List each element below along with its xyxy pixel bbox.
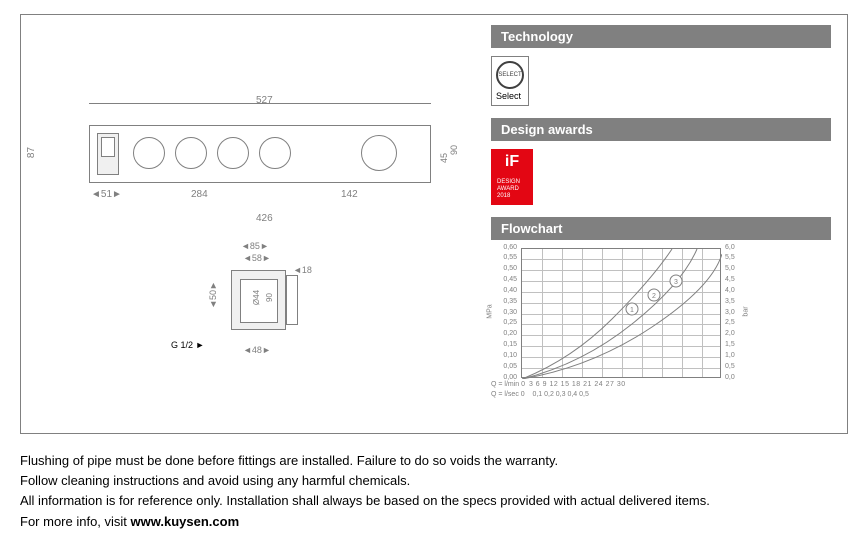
dim-plate-90: 90	[449, 145, 459, 155]
dim-85: ◄85►	[241, 241, 269, 251]
dim-51: ◄51►	[91, 189, 122, 200]
diverter-switch	[97, 133, 119, 175]
dim-width: 527	[256, 95, 273, 106]
footer-url: www.kuysen.com	[131, 514, 240, 529]
if-award-badge: iF DESIGN AWARD 2018	[491, 149, 533, 205]
dim-18: ◄18	[293, 265, 312, 275]
flow-curves: 1 2 3	[522, 249, 722, 379]
svg-text:2: 2	[652, 293, 656, 300]
footer-notes: Flushing of pipe must be done before fit…	[20, 452, 848, 533]
dim-plate-45: 45	[439, 153, 449, 163]
dim-284: 284	[191, 189, 208, 200]
chart-area: 1 2 3	[521, 248, 721, 378]
if-award-text: DESIGN AWARD 2018	[491, 175, 533, 205]
dim-s90: 90	[265, 293, 274, 302]
side-knob	[286, 275, 298, 325]
knob-2	[175, 137, 207, 169]
front-view: 527 87 45 90 ◄51► 284 142 426	[41, 105, 441, 225]
knob-1	[133, 137, 165, 169]
knob-4	[259, 137, 291, 169]
header-technology: Technology	[491, 25, 831, 48]
dim-d44: Ø44	[252, 290, 261, 305]
right-column: Technology SELECT Select Design awards i…	[491, 25, 831, 408]
footer-line-3: All information is for reference only. I…	[20, 492, 848, 510]
dim-426: 426	[256, 213, 273, 224]
technical-drawing: 527 87 45 90 ◄51► 284 142 426 ◄85►	[41, 105, 441, 225]
select-ring-icon: SELECT	[496, 61, 524, 89]
svg-text:1: 1	[630, 307, 634, 314]
y-axis-left-label: MPa	[487, 304, 494, 318]
select-label: Select	[496, 91, 524, 101]
knob-3	[217, 137, 249, 169]
footer-line-2: Follow cleaning instructions and avoid u…	[20, 472, 848, 490]
select-badge: SELECT Select	[491, 56, 529, 106]
dim-50: ◄50►	[208, 281, 218, 309]
footer-line-1: Flushing of pipe must be done before fit…	[20, 452, 848, 470]
header-flowchart: Flowchart	[491, 217, 831, 240]
thermostat-knob	[361, 135, 397, 171]
dim-height: 87	[26, 147, 37, 158]
side-view: ◄85► ◄58► ◄18 ◄50► Ø44 90 G 1/2 ► ◄48►	[201, 245, 351, 365]
spec-panel: 527 87 45 90 ◄51► 284 142 426 ◄85►	[20, 14, 848, 434]
page-root: 527 87 45 90 ◄51► 284 142 426 ◄85►	[0, 0, 868, 535]
dim-48: ◄48►	[243, 345, 271, 355]
if-logo: iF	[491, 149, 533, 175]
dim-142: 142	[341, 189, 358, 200]
header-awards: Design awards	[491, 118, 831, 141]
svg-text:3: 3	[674, 279, 678, 286]
dim-58: ◄58►	[243, 253, 271, 263]
dim-g12: G 1/2 ►	[171, 340, 204, 350]
y-axis-right-label: bar	[743, 306, 750, 316]
flowchart: MPa bar 0,600,550,500,450,400,350,300,25…	[491, 248, 751, 408]
footer-line-4: For more info, visit www.kuysen.com	[20, 513, 848, 531]
